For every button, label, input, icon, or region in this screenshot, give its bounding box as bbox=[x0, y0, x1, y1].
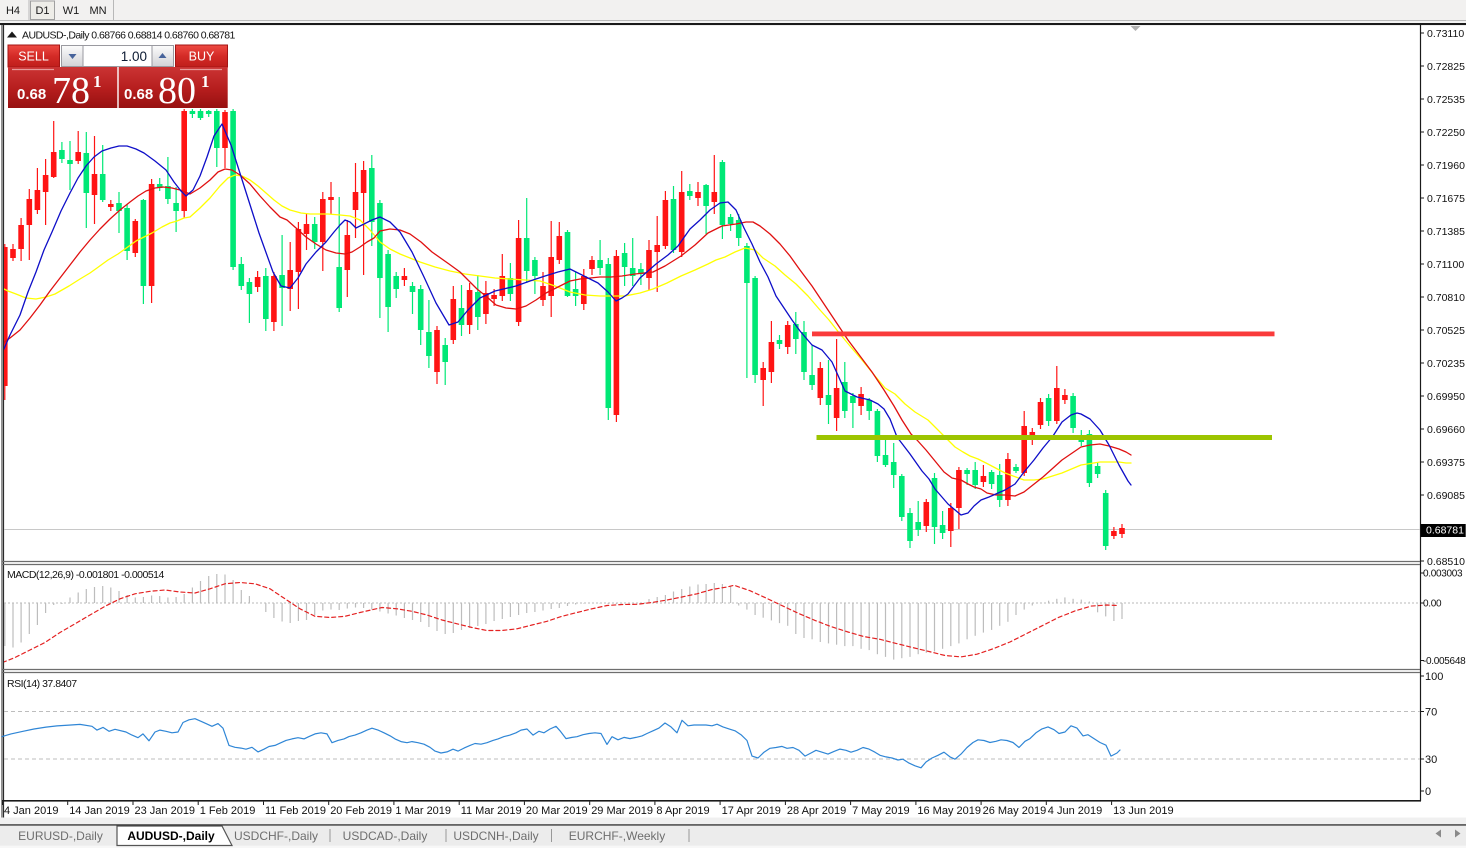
svg-text:-0.005648: -0.005648 bbox=[1423, 656, 1466, 667]
svg-text:11 Mar 2019: 11 Mar 2019 bbox=[461, 805, 522, 817]
svg-text:0.68781: 0.68781 bbox=[1426, 525, 1464, 537]
svg-text:0.68: 0.68 bbox=[17, 86, 46, 103]
svg-text:BUY: BUY bbox=[189, 50, 215, 64]
svg-text:1.00: 1.00 bbox=[121, 49, 147, 64]
svg-text:EURCHF-,Weekly: EURCHF-,Weekly bbox=[569, 829, 665, 843]
svg-text:0.70810: 0.70810 bbox=[1427, 292, 1465, 304]
svg-text:17 Apr 2019: 17 Apr 2019 bbox=[722, 805, 781, 817]
svg-text:USDCHF-,Daily: USDCHF-,Daily bbox=[234, 829, 318, 843]
svg-text:0.71675: 0.71675 bbox=[1427, 193, 1465, 205]
svg-text:1: 1 bbox=[93, 72, 102, 91]
svg-text:AUDUSD-,Daily: AUDUSD-,Daily bbox=[127, 829, 215, 843]
svg-text:4 Jan 2019: 4 Jan 2019 bbox=[4, 805, 58, 817]
svg-text:0.73110: 0.73110 bbox=[1427, 28, 1464, 40]
svg-text:0.72535: 0.72535 bbox=[1427, 94, 1465, 106]
svg-text:1 Feb 2019: 1 Feb 2019 bbox=[200, 805, 256, 817]
svg-text:0.70235: 0.70235 bbox=[1427, 358, 1465, 370]
svg-text:0.71385: 0.71385 bbox=[1427, 226, 1465, 238]
svg-text:20 Feb 2019: 20 Feb 2019 bbox=[330, 805, 392, 817]
svg-text:13 Jun 2019: 13 Jun 2019 bbox=[1113, 805, 1174, 817]
svg-text:AUDUSD-,Daily 0.68766 0.68814: AUDUSD-,Daily 0.68766 0.68814 0.68760 0.… bbox=[22, 30, 236, 42]
svg-text:28 Apr 2019: 28 Apr 2019 bbox=[787, 805, 846, 817]
svg-text:16 May 2019: 16 May 2019 bbox=[917, 805, 981, 817]
svg-text:11 Feb 2019: 11 Feb 2019 bbox=[265, 805, 326, 817]
svg-text:EURUSD-,Daily: EURUSD-,Daily bbox=[18, 829, 103, 843]
svg-text:0.68: 0.68 bbox=[124, 86, 153, 103]
svg-text:USDCAD-,Daily: USDCAD-,Daily bbox=[343, 829, 428, 843]
svg-text:W1: W1 bbox=[63, 5, 80, 17]
svg-text:SELL: SELL bbox=[18, 50, 49, 64]
svg-text:USDCNH-,Daily: USDCNH-,Daily bbox=[453, 829, 538, 843]
svg-text:0.00: 0.00 bbox=[1423, 599, 1442, 610]
svg-text:26 May 2019: 26 May 2019 bbox=[983, 805, 1047, 817]
svg-text:7 May 2019: 7 May 2019 bbox=[852, 805, 909, 817]
svg-text:0.69085: 0.69085 bbox=[1427, 490, 1465, 502]
svg-text:8 Apr 2019: 8 Apr 2019 bbox=[656, 805, 709, 817]
svg-text:1 Mar 2019: 1 Mar 2019 bbox=[395, 805, 451, 817]
svg-text:RSI(14) 37.8407: RSI(14) 37.8407 bbox=[7, 678, 77, 690]
svg-text:0.69660: 0.69660 bbox=[1427, 424, 1465, 436]
svg-text:30: 30 bbox=[1425, 754, 1437, 766]
svg-text:29 Mar 2019: 29 Mar 2019 bbox=[591, 805, 653, 817]
svg-text:0.69375: 0.69375 bbox=[1427, 457, 1465, 469]
svg-text:0.003003: 0.003003 bbox=[1423, 569, 1463, 580]
svg-text:H4: H4 bbox=[6, 5, 20, 17]
svg-text:1: 1 bbox=[201, 72, 210, 91]
svg-text:0: 0 bbox=[1425, 786, 1431, 798]
svg-text:80: 80 bbox=[158, 70, 196, 112]
svg-text:0.68510: 0.68510 bbox=[1427, 556, 1465, 568]
svg-text:D1: D1 bbox=[35, 5, 49, 17]
svg-text:0.72825: 0.72825 bbox=[1427, 61, 1465, 73]
svg-text:100: 100 bbox=[1425, 671, 1443, 683]
svg-text:4 Jun 2019: 4 Jun 2019 bbox=[1048, 805, 1102, 817]
svg-text:70: 70 bbox=[1425, 707, 1437, 719]
svg-text:MN: MN bbox=[89, 5, 106, 17]
svg-text:0.72250: 0.72250 bbox=[1427, 127, 1465, 139]
svg-text:78: 78 bbox=[52, 70, 90, 112]
svg-text:14 Jan 2019: 14 Jan 2019 bbox=[69, 805, 130, 817]
svg-text:0.71100: 0.71100 bbox=[1427, 259, 1464, 271]
svg-text:0.70525: 0.70525 bbox=[1427, 325, 1465, 337]
svg-text:0.69950: 0.69950 bbox=[1427, 391, 1465, 403]
svg-text:23 Jan 2019: 23 Jan 2019 bbox=[135, 805, 196, 817]
svg-text:0.71960: 0.71960 bbox=[1427, 160, 1465, 172]
svg-text:20 Mar 2019: 20 Mar 2019 bbox=[526, 805, 588, 817]
svg-text:MACD(12,26,9) -0.001801 -0.000: MACD(12,26,9) -0.001801 -0.000514 bbox=[7, 569, 165, 581]
